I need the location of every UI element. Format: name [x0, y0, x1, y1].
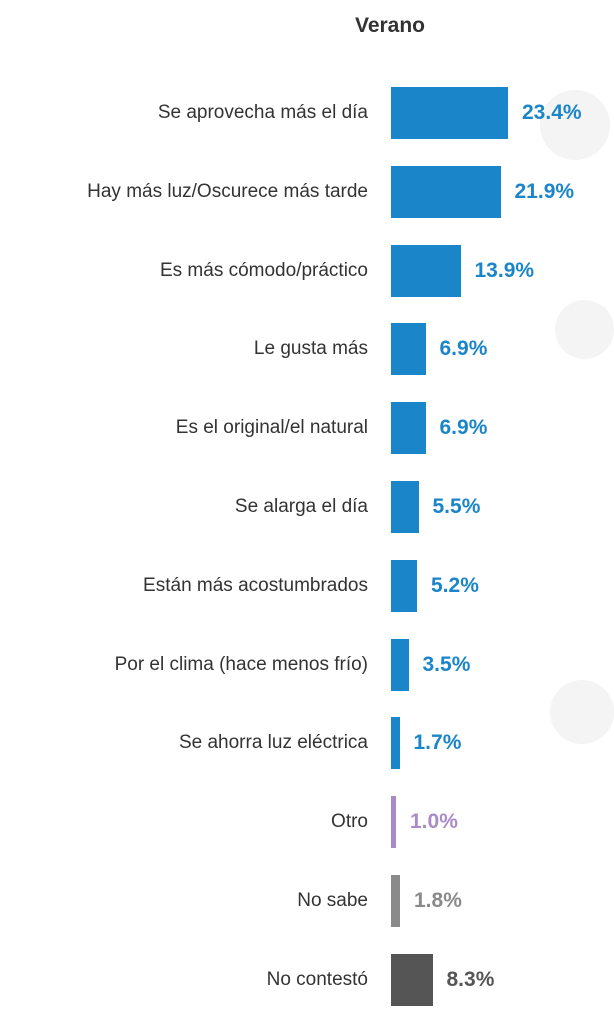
bar [391, 165, 501, 218]
category-label-box: Se alarga el día [0, 477, 368, 537]
bar [391, 244, 461, 297]
category-label: Otro [331, 811, 368, 833]
value-label: 23.4% [522, 101, 582, 124]
category-label: No contestó [266, 968, 368, 990]
category-label-box: Hay más luz/Oscurece más tarde [0, 162, 368, 222]
category-label: Por el clima (hace menos frío) [114, 653, 368, 675]
category-label-box: Otro [0, 792, 368, 852]
value-label: 6.9% [439, 416, 488, 440]
decor [550, 680, 614, 744]
value-label: 5.2% [431, 573, 479, 597]
bar [391, 559, 417, 612]
category-label-box: Están más acostumbrados [0, 556, 368, 616]
chart-title: Verano [354, 14, 426, 37]
decor [540, 90, 610, 160]
category-label: Le gusta más [253, 338, 368, 360]
category-label-box: Por el clima (hace menos frío) [0, 635, 368, 695]
value-label: 1.7% [413, 731, 462, 755]
bar [391, 323, 426, 376]
category-label: Es más cómodo/práctico [159, 259, 368, 281]
bar [391, 402, 426, 455]
value-label: 6.9% [439, 337, 488, 361]
value-label: 8.3% [446, 967, 495, 991]
category-label-box: Es el original/el natural [0, 398, 368, 458]
category-label: Hay más luz/Oscurece más tarde [87, 180, 368, 202]
bar [391, 875, 400, 927]
bar [391, 717, 400, 770]
category-label-box: No contestó [0, 950, 368, 1010]
category-label-box: Es más cómodo/práctico [0, 241, 368, 301]
category-label: No sabe [297, 890, 368, 911]
bar [391, 796, 396, 849]
category-label: Están más acostumbrados [143, 574, 368, 596]
category-label: Se ahorra luz eléctrica [178, 732, 368, 754]
category-label: Es el original/el natural [175, 417, 368, 439]
bar [391, 638, 409, 691]
value-label: 13.9% [474, 258, 535, 282]
category-label: Se aprovecha más el día [157, 102, 368, 123]
category-label-box: No sabe [0, 871, 368, 931]
bar [391, 953, 433, 1006]
value-label: 21.9% [514, 179, 575, 203]
value-label: 1.8% [414, 889, 462, 912]
category-label-box: Se ahorra luz eléctrica [0, 713, 368, 773]
decor [555, 300, 614, 359]
bar [391, 87, 508, 139]
category-label: Se alarga el día [234, 496, 368, 517]
category-label-box: Se aprovecha más el día [0, 83, 368, 143]
value-label: 5.5% [432, 495, 481, 518]
value-label: 1.0% [410, 810, 458, 834]
category-label-box: Le gusta más [0, 319, 368, 379]
bar [391, 481, 419, 533]
value-label: 3.5% [422, 652, 471, 676]
